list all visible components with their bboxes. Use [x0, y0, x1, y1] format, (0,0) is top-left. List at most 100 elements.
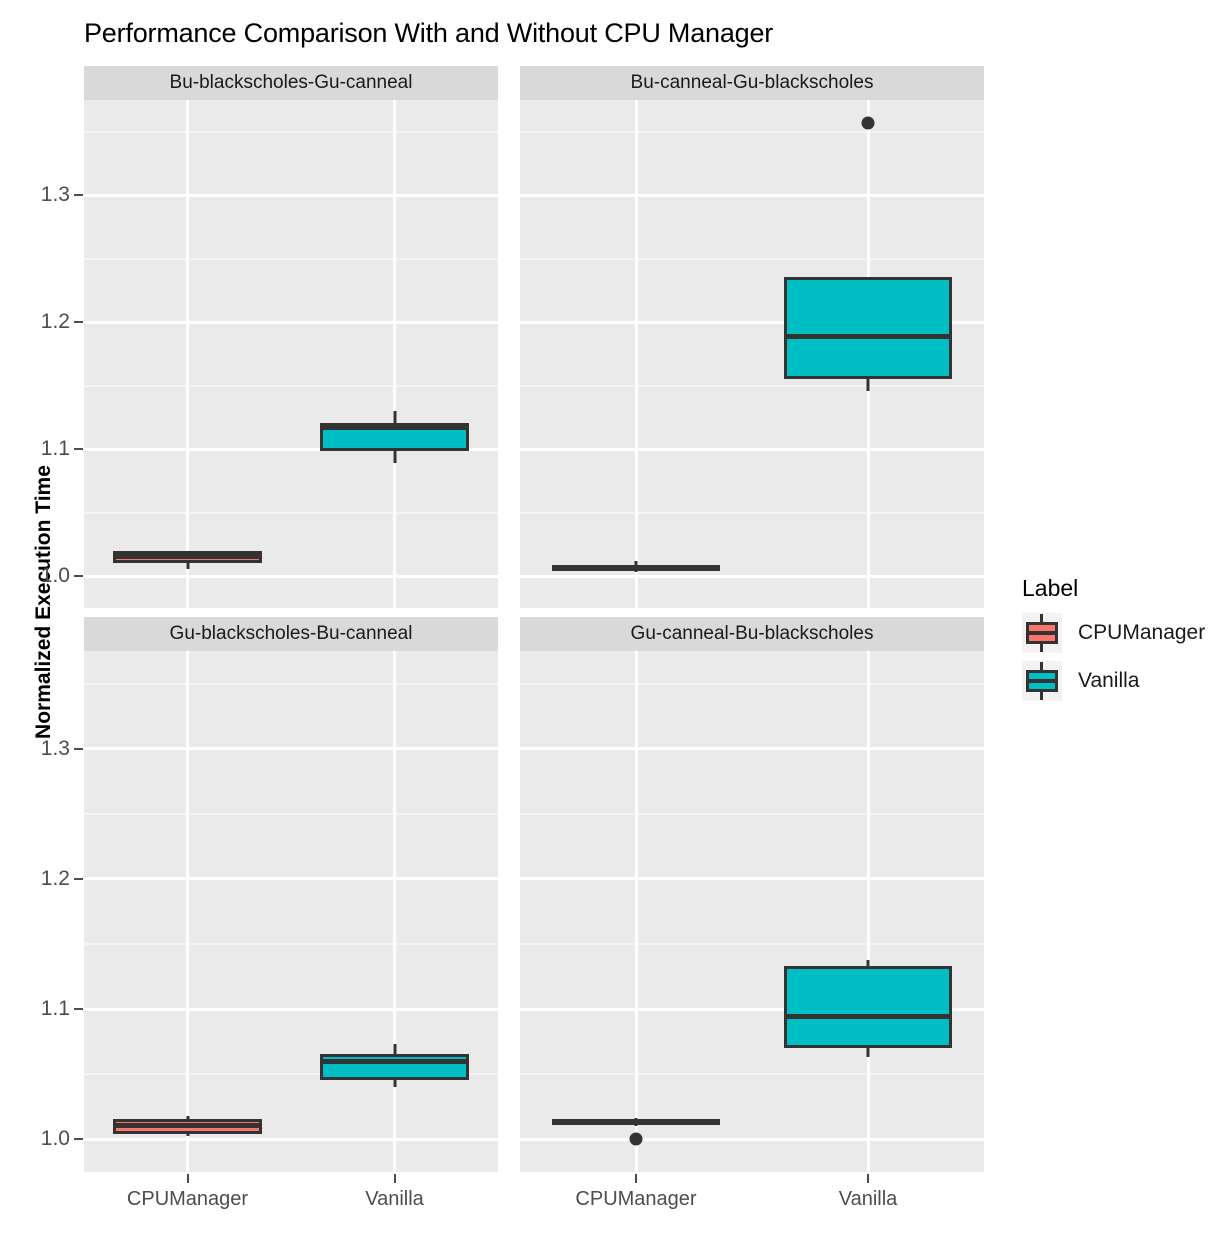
- legend-item-vanilla[interactable]: Vanilla: [1022, 661, 1139, 701]
- gridline-major-h: [520, 320, 984, 324]
- x-tick-mark: [186, 1174, 189, 1183]
- gridline-minor-h: [520, 511, 984, 514]
- x-tick-label: Vanilla: [365, 1188, 424, 1210]
- gridline-major-v: [634, 651, 638, 1172]
- gridline-major-h: [520, 193, 984, 197]
- panel-0: [84, 100, 498, 608]
- gridline-minor-h: [84, 130, 498, 133]
- outlier-point: [629, 1132, 643, 1146]
- y-tick-mark: [74, 321, 83, 324]
- y-axis-title: Normalized Execution Time: [32, 465, 55, 739]
- y-tick-label: 1.2: [40, 866, 70, 890]
- gridline-minor-h: [520, 812, 984, 815]
- panel-2: [84, 651, 498, 1172]
- y-tick-label: 1.3: [40, 736, 70, 760]
- gridline-major-h: [520, 1007, 984, 1011]
- y-tick-mark: [74, 877, 83, 880]
- gridline-major-h: [84, 574, 498, 578]
- gridline-minor-h: [84, 1073, 498, 1076]
- facet-strip-0: Bu-blackscholes-Gu-canneal: [84, 66, 498, 100]
- page-title: Performance Comparison With and Without …: [84, 18, 774, 48]
- whisker-upper: [634, 561, 638, 565]
- facet-strip-label: Bu-blackscholes-Gu-canneal: [169, 72, 413, 93]
- y-tick-label: 1.0: [40, 564, 70, 588]
- gridline-major-h: [520, 447, 984, 451]
- facet-strip-3: Gu-canneal-Bu-blackscholes: [520, 617, 984, 651]
- median-line: [112, 554, 262, 560]
- x-tick-mark: [393, 1174, 396, 1183]
- y-tick-label: 1.1: [40, 997, 70, 1021]
- gridline-major-h: [84, 1007, 498, 1011]
- y-tick-mark: [74, 747, 83, 750]
- gridline-minor-h: [520, 1073, 984, 1076]
- gridline-major-h: [84, 747, 498, 751]
- legend-whisker-top-glyph: [1040, 614, 1043, 623]
- x-tick-mark: [867, 1174, 869, 1183]
- gridline-minor-h: [520, 384, 984, 387]
- facet-strip-label: Bu-canneal-Gu-blackscholes: [630, 72, 874, 93]
- median-line: [112, 1123, 262, 1129]
- legend-median-glyph: [1026, 631, 1058, 635]
- gridline-minor-h: [520, 682, 984, 685]
- gridline-major-h: [520, 574, 984, 578]
- median-line: [552, 1119, 720, 1125]
- whisker-upper: [186, 550, 189, 552]
- whisker-upper: [393, 1043, 396, 1055]
- box-vanilla: [784, 965, 952, 1048]
- x-tick-label: CPUManager: [126, 1188, 249, 1210]
- gridline-minor-h: [84, 257, 498, 260]
- median-line: [319, 424, 469, 430]
- legend-item-cpumanager[interactable]: CPUManager: [1022, 613, 1205, 653]
- whisker-upper: [866, 960, 870, 966]
- whisker-lower: [393, 450, 396, 464]
- gridline-minor-h: [84, 812, 498, 815]
- gridline-major-h: [84, 193, 498, 197]
- gridline-major-h: [520, 877, 984, 881]
- panel-3: [520, 651, 984, 1172]
- legend-title: Label: [1022, 575, 1079, 601]
- legend-key-vanilla: [1022, 661, 1062, 701]
- box-vanilla: [319, 1054, 469, 1081]
- x-tick-label: CPUManager: [575, 1188, 697, 1210]
- gridline-major-v: [634, 100, 638, 608]
- facet-strip-2: Gu-blackscholes-Bu-canneal: [84, 617, 498, 651]
- whisker-lower: [866, 378, 870, 391]
- gridline-major-v: [393, 100, 396, 608]
- whisker-lower: [393, 1080, 396, 1088]
- whisker-lower: [186, 562, 189, 569]
- gridline-minor-h: [520, 130, 984, 133]
- legend-label: CPUManager: [1078, 621, 1206, 644]
- whisker-upper: [186, 1115, 189, 1120]
- gridline-minor-h: [84, 682, 498, 685]
- outlier-point: [861, 116, 875, 130]
- facet-strip-1: Bu-canneal-Gu-blackscholes: [520, 66, 984, 100]
- y-tick-mark: [74, 194, 83, 197]
- gridline-minor-h: [520, 257, 984, 260]
- gridline-major-h: [84, 877, 498, 881]
- whisker-upper: [393, 411, 396, 423]
- median-line: [784, 1013, 952, 1019]
- y-tick-label: 1.0: [40, 1127, 70, 1151]
- y-tick-label: 1.2: [40, 310, 70, 334]
- y-tick-mark: [74, 1138, 83, 1141]
- legend-whisker-bottom-glyph: [1040, 643, 1043, 652]
- gridline-major-h: [520, 1137, 984, 1141]
- legend-whisker-bottom-glyph: [1040, 691, 1043, 700]
- x-tick-label: Vanilla: [838, 1188, 898, 1210]
- whisker-lower: [866, 1047, 870, 1057]
- facet-strip-label: Gu-canneal-Bu-blackscholes: [630, 623, 874, 644]
- box-vanilla: [784, 277, 952, 379]
- gridline-minor-h: [84, 511, 498, 514]
- legend-whisker-top-glyph: [1040, 662, 1043, 671]
- gridline-major-v: [186, 651, 189, 1172]
- gridline-minor-h: [520, 943, 984, 946]
- legend-key-cpumanager: [1022, 613, 1062, 653]
- x-tick-mark: [635, 1174, 637, 1183]
- gridline-major-h: [520, 747, 984, 751]
- y-tick-mark: [74, 1008, 83, 1011]
- gridline-major-v: [393, 651, 396, 1172]
- facet-strip-label: Gu-blackscholes-Bu-canneal: [169, 623, 413, 644]
- gridline-minor-h: [84, 384, 498, 387]
- y-tick-label: 1.1: [40, 437, 70, 461]
- median-line: [319, 1059, 469, 1065]
